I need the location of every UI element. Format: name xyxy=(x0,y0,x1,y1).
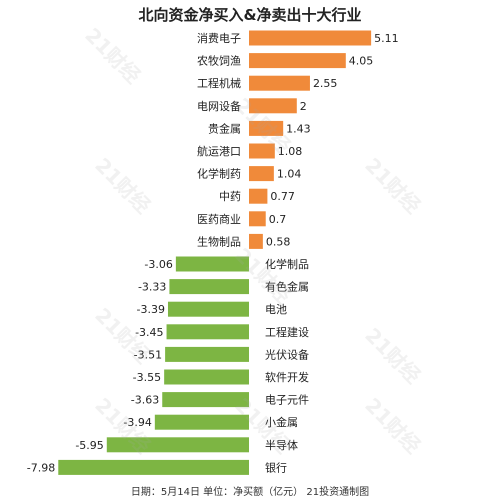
category-label: 电网设备 xyxy=(197,99,241,113)
value-label: 4.05 xyxy=(349,55,374,68)
bar-软件开发 xyxy=(164,369,249,385)
value-label: -7.98 xyxy=(27,461,55,474)
value-label: -3.63 xyxy=(131,394,159,407)
value-label: -3.45 xyxy=(135,326,163,339)
category-label: 农牧饲渔 xyxy=(197,54,241,68)
category-label: 工程建设 xyxy=(265,325,309,339)
category-label: 医药商业 xyxy=(197,212,241,226)
bar-化学制药 xyxy=(249,166,274,182)
bar-中药 xyxy=(249,188,268,204)
value-label: -3.51 xyxy=(134,348,162,361)
value-label: -3.39 xyxy=(137,303,165,316)
category-label: 消费电子 xyxy=(197,31,241,45)
category-label: 化学制品 xyxy=(265,257,309,271)
value-label: 2 xyxy=(300,100,307,113)
category-label: 小金属 xyxy=(265,415,298,429)
bar-半导体 xyxy=(106,437,249,453)
bar-航运港口 xyxy=(249,143,275,159)
value-label: -3.33 xyxy=(138,281,166,294)
bar-化学制品 xyxy=(175,256,249,272)
value-label: 0.58 xyxy=(266,235,291,248)
bar-工程建设 xyxy=(166,324,249,340)
bar-银行 xyxy=(58,459,249,475)
value-label: 1.43 xyxy=(286,122,311,135)
category-label: 航运港口 xyxy=(197,144,241,158)
bar-生物制品 xyxy=(249,233,263,249)
category-label: 贵金属 xyxy=(208,121,241,135)
category-label: 半导体 xyxy=(265,438,298,452)
value-label: -3.55 xyxy=(133,371,161,384)
category-label: 生物制品 xyxy=(197,234,241,248)
value-label: 1.08 xyxy=(278,145,303,158)
category-label: 软件开发 xyxy=(265,370,309,384)
bar-光伏设备 xyxy=(165,346,249,362)
bar-电网设备 xyxy=(249,98,297,114)
value-label: 0.77 xyxy=(270,190,295,203)
category-label: 化学制药 xyxy=(197,167,241,181)
bar-农牧饲渔 xyxy=(249,53,346,69)
value-label: -3.94 xyxy=(123,416,151,429)
value-label: 0.7 xyxy=(269,213,287,226)
category-label: 电子元件 xyxy=(265,394,309,407)
category-label: 工程机械 xyxy=(197,76,241,90)
category-label: 中药 xyxy=(219,190,241,203)
category-label: 光伏设备 xyxy=(265,347,309,361)
category-label: 有色金属 xyxy=(265,280,309,294)
bar-电子元件 xyxy=(162,392,249,408)
bar-有色金属 xyxy=(169,279,249,295)
bar-电池 xyxy=(167,301,249,317)
category-label: 电池 xyxy=(265,303,287,316)
value-label: 1.04 xyxy=(277,168,302,181)
bar-贵金属 xyxy=(249,120,284,136)
chart-footer: 日期：5月14日 单位：净买额（亿元） 21投资通制图 xyxy=(130,487,370,498)
value-label: 5.11 xyxy=(374,32,399,45)
value-label: -3.06 xyxy=(144,258,172,271)
bar-医药商业 xyxy=(249,211,266,227)
value-label: -5.95 xyxy=(75,439,103,452)
value-label: 2.55 xyxy=(313,77,338,90)
bar-工程机械 xyxy=(249,75,310,91)
bar-小金属 xyxy=(154,414,249,430)
chart-title: 北向资金净买入&净卖出十大行业 xyxy=(138,6,362,24)
category-label: 银行 xyxy=(265,460,287,474)
bar-消费电子 xyxy=(249,30,372,46)
